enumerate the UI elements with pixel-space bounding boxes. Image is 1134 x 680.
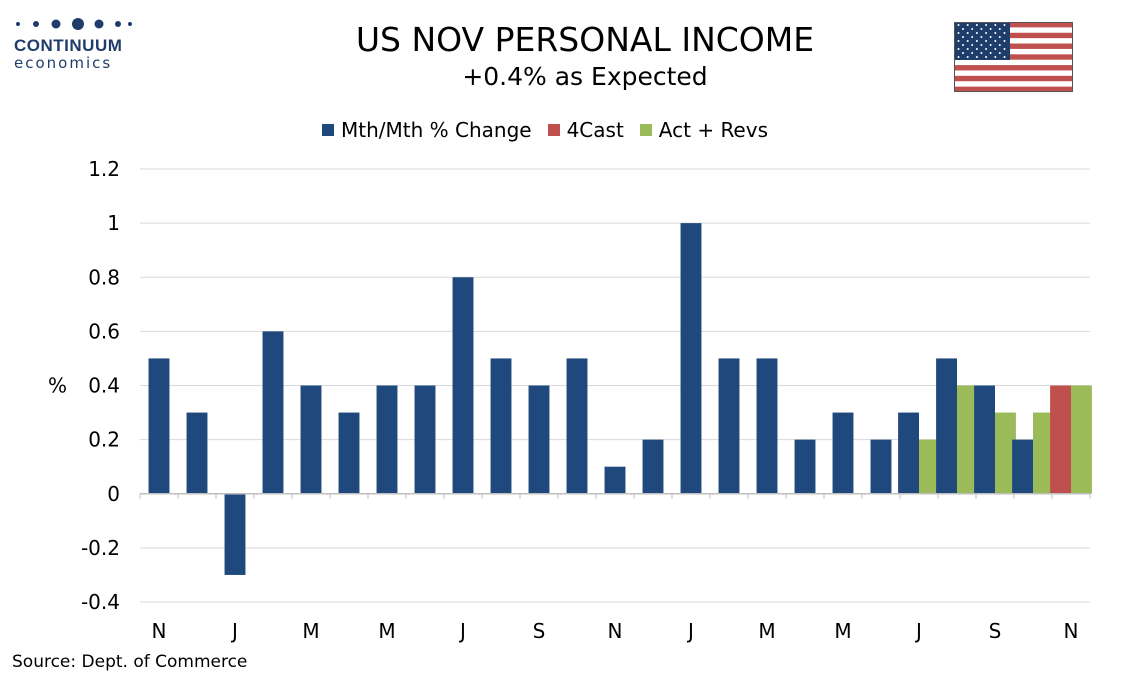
y-tick-label: 0.4 [88, 374, 120, 398]
x-tick-label: M [758, 619, 775, 643]
bar-mth-mth-change [376, 385, 398, 494]
bar-mth-mth-change [794, 439, 816, 494]
y-tick-label: 1.2 [88, 157, 120, 181]
y-tick-label: 1 [107, 211, 120, 235]
x-tick-label: J [230, 619, 238, 643]
bar-act-revs [1071, 385, 1092, 494]
bar-mth-mth-change [148, 358, 170, 494]
logo-subtitle: economics [14, 54, 113, 72]
bar-4cast [1050, 385, 1071, 494]
y-tick-label: -0.4 [81, 590, 120, 614]
bar-mth-mth-change [338, 412, 360, 494]
legend-label-4cast: 4Cast [566, 118, 624, 142]
bar-act-revs [995, 412, 1016, 494]
us-flag-icon [954, 22, 1073, 92]
y-tick-label: -0.2 [81, 536, 120, 560]
x-tick-label: N [152, 619, 167, 643]
bar-mth-mth-change [718, 358, 740, 494]
source-note: Source: Dept. of Commerce [12, 652, 248, 672]
x-tick-label: N [608, 619, 623, 643]
x-tick-label: J [458, 619, 466, 643]
x-tick-label: J [914, 619, 922, 643]
bar-mth-mth-change [756, 358, 778, 494]
logo-name: CONTINUUM [14, 36, 123, 55]
y-tick-label: 0.8 [88, 265, 120, 289]
bar-mth-mth-change [642, 439, 664, 494]
bar-mth-mth-change [1012, 439, 1033, 494]
bar-mth-mth-change [898, 412, 919, 494]
chart-title: US NOV PERSONAL INCOME [355, 20, 815, 59]
legend-label-act-revs: Act + Revs [658, 118, 768, 142]
x-tick-label: N [1064, 619, 1079, 643]
bar-mth-mth-change [528, 385, 550, 494]
continuum-logo: CONTINUUM economics [14, 14, 134, 72]
bar-mth-mth-change [604, 466, 626, 494]
x-tick-label: M [302, 619, 319, 643]
bar-mth-mth-change [870, 439, 892, 494]
bar-mth-mth-change [262, 331, 284, 494]
bar-mth-mth-change [224, 493, 246, 575]
x-tick-label: M [834, 619, 851, 643]
bar-mth-mth-change [680, 223, 702, 494]
bar-act-revs [1033, 412, 1054, 494]
x-tick-label: M [378, 619, 395, 643]
logo-dots-icon [14, 14, 134, 34]
bar-mth-mth-change [414, 385, 436, 494]
bar-mth-mth-change [186, 412, 208, 494]
bar-act-revs [957, 385, 978, 494]
bar-act-revs [919, 439, 940, 494]
legend-item-act-revs: Act + Revs [639, 118, 768, 142]
bar-mth-mth-change [936, 358, 957, 494]
chart-subtitle: +0.4% as Expected [462, 62, 708, 91]
legend-swatch-mth [322, 124, 334, 136]
legend-swatch-4cast [547, 124, 560, 136]
y-tick-label: 0.6 [88, 319, 120, 343]
legend-label-mth: Mth/Mth % Change [341, 118, 532, 142]
bar-mth-mth-change [974, 385, 995, 494]
x-tick-label: J [686, 619, 694, 643]
chart-legend: Mth/Mth % Change 4Cast Act + Revs [322, 118, 768, 142]
x-tick-label: S [989, 619, 1002, 643]
y-tick-label: 0 [107, 482, 120, 506]
legend-item-mth: Mth/Mth % Change [322, 118, 532, 142]
bar-mth-mth-change [832, 412, 854, 494]
bar-mth-mth-change [490, 358, 512, 494]
y-tick-label: 0.2 [88, 428, 120, 452]
legend-swatch-act-revs [639, 124, 652, 136]
bar-mth-mth-change [300, 385, 322, 494]
legend-item-4cast: 4Cast [547, 118, 624, 142]
bar-mth-mth-change [566, 358, 588, 494]
bar-mth-mth-change [452, 277, 474, 494]
x-tick-label: S [533, 619, 546, 643]
y-axis-label: % [48, 374, 67, 398]
